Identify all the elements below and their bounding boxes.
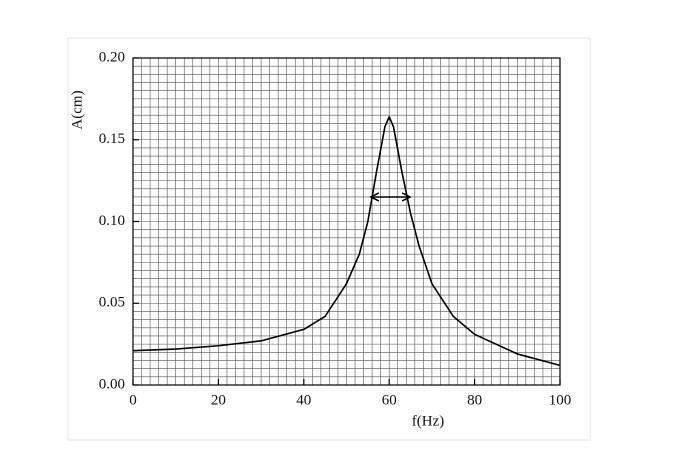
arrow-head [401, 192, 412, 202]
x-tick-label: 40 [296, 392, 311, 408]
x-tick-label: 0 [129, 392, 137, 408]
y-tick-label: 0.00 [99, 376, 125, 392]
y-tick-label: 0.20 [99, 49, 125, 65]
x-axis-label: f(Hz) [412, 413, 444, 429]
curve [132, 116, 561, 367]
y-tick-label: 0.10 [99, 213, 125, 229]
y-axis-label: A(cm) [69, 90, 85, 129]
arrow-head [369, 192, 380, 202]
x-tick-label: 100 [549, 392, 572, 408]
y-tick-label: 0.05 [99, 295, 125, 311]
x-tick-label: 60 [382, 392, 397, 408]
x-tick-label: 80 [467, 392, 482, 408]
frame [67, 37, 591, 441]
x-tick-label: 20 [211, 392, 226, 408]
y-tick-label: 0.15 [99, 131, 125, 147]
